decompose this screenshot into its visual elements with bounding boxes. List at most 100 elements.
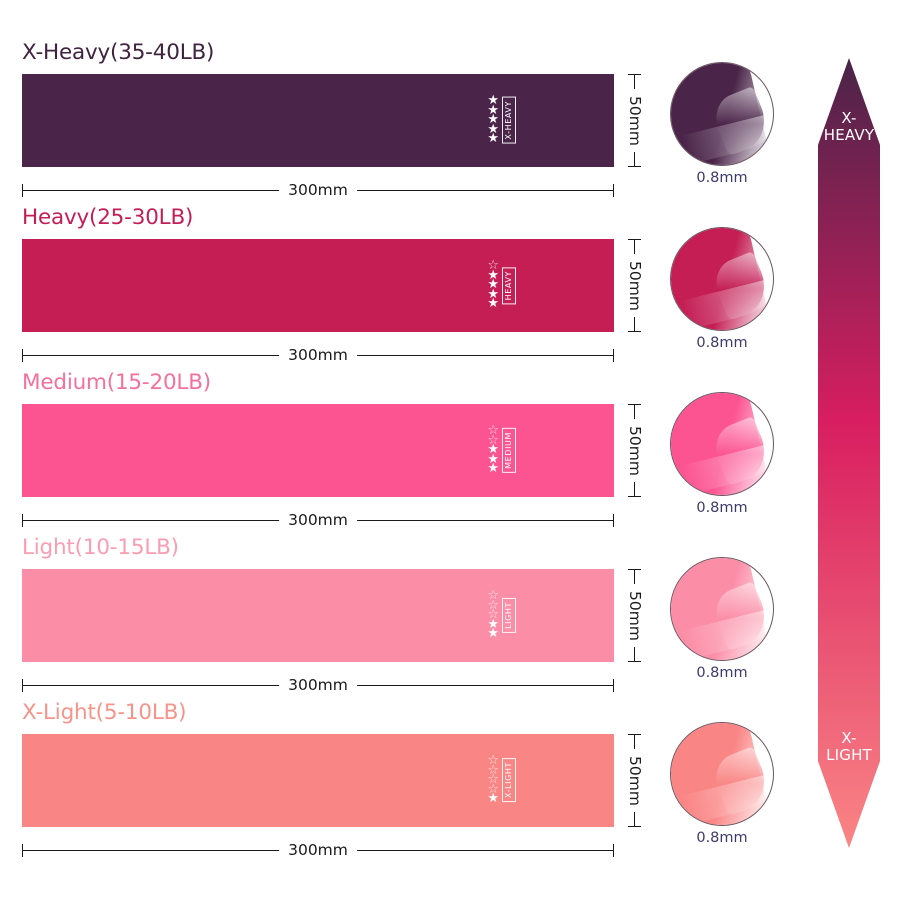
star-filled-icon: ★ [487,616,499,632]
band-title: Heavy(25-30LB) [22,205,194,230]
star-filled-icon: ★ [487,277,499,293]
thickness-label: 0.8mm [696,335,748,351]
star-empty-icon: ☆ [487,772,499,788]
band-title: X-Heavy(35-40LB) [22,40,215,65]
star-filled-icon: ★ [487,286,499,302]
band-tag: X-LIGHT [502,758,516,803]
thickness-inset: 0.8mm [670,62,774,196]
width-dimension-label: 300mm [279,839,357,861]
star-filled-icon: ★ [487,442,499,458]
dimension-cap-left [22,349,23,362]
arrow-top-label-line2: HEAVY [823,126,875,144]
star-filled-icon: ★ [487,121,499,137]
star-filled-icon: ★ [487,461,499,477]
star-empty-icon: ☆ [487,432,499,448]
height-dimension: 50mm [622,734,656,827]
width-dimension-label: 300mm [279,509,357,531]
width-dimension: 300mm [22,509,614,531]
band-row: Heavy(25-30LB) ☆ ★ ★ ★ ★ HEAVY 300mm 50mm [0,207,660,372]
dimension-cap-top [628,734,641,735]
width-dimension: 300mm [22,344,614,366]
thickness-inset-photo [670,62,774,166]
band-swatch: ☆ ☆ ☆ ★ ★ LIGHT [22,569,614,662]
width-dimension-label: 300mm [279,344,357,366]
dimension-cap-right [613,184,614,197]
band-marking: ☆ ☆ ★ ★ ★ MEDIUM [487,404,516,497]
star-rating: ★ ★ ★ ★ ★ [487,92,499,147]
band-row: X-Heavy(35-40LB) ★ ★ ★ ★ ★ X-HEAVY 300mm 50mm [0,42,660,207]
star-filled-icon: ★ [487,112,499,128]
star-empty-icon: ☆ [487,607,499,623]
dimension-cap-bottom [628,661,641,662]
arrow-top-label: X- HEAVY [818,110,880,144]
thickness-inset: 0.8mm [670,227,774,361]
height-dimension-label: 50mm [626,418,644,483]
height-dimension-label: 50mm [626,583,644,648]
width-dimension: 300mm [22,674,614,696]
thickness-inset-photo [670,227,774,331]
star-filled-icon: ★ [487,102,499,118]
dimension-cap-left [22,844,23,857]
star-filled-icon: ★ [487,92,499,108]
dimension-cap-top [628,404,641,405]
arrow-bottom-label-line1: X- [841,729,857,747]
band-swatch: ☆ ☆ ☆ ☆ ★ X-LIGHT [22,734,614,827]
thickness-label: 0.8mm [696,830,748,846]
star-filled-icon: ★ [487,451,499,467]
star-filled-icon: ★ [487,791,499,807]
band-marking: ☆ ☆ ☆ ★ ★ LIGHT [487,569,516,662]
band-title: Light(10-15LB) [22,535,179,560]
band-marking: ★ ★ ★ ★ ★ X-HEAVY [487,74,516,167]
dimension-cap-top [628,239,641,240]
star-filled-icon: ★ [487,626,499,642]
height-dimension: 50mm [622,569,656,662]
star-empty-icon: ☆ [487,762,499,778]
dimension-cap-right [613,844,614,857]
dimension-cap-bottom [628,331,641,332]
star-empty-icon: ☆ [487,257,499,273]
dimension-cap-right [613,349,614,362]
width-dimension-label: 300mm [279,674,357,696]
height-dimension: 50mm [622,404,656,497]
star-empty-icon: ☆ [487,587,499,603]
thickness-inset-photo [670,557,774,661]
thickness-inset-photo [670,392,774,496]
star-empty-icon: ☆ [487,752,499,768]
thickness-label: 0.8mm [696,500,748,516]
band-marking: ☆ ☆ ☆ ☆ ★ X-LIGHT [487,734,516,827]
height-dimension-label: 50mm [626,253,644,318]
dimension-cap-left [22,514,23,527]
thickness-label: 0.8mm [696,665,748,681]
arrow-bottom-label: X- LIGHT [818,730,880,764]
width-dimension-label: 300mm [279,179,357,201]
band-title: Medium(15-20LB) [22,370,211,395]
band-marking: ☆ ★ ★ ★ ★ HEAVY [487,239,516,332]
width-dimension: 300mm [22,179,614,201]
dimension-cap-bottom [628,166,641,167]
width-dimension: 300mm [22,839,614,861]
dimension-cap-top [628,569,641,570]
band-tag: X-HEAVY [502,97,516,144]
band-row: X-Light(5-10LB) ☆ ☆ ☆ ☆ ★ X-LIGHT 300mm 50mm [0,702,660,867]
thickness-inset: 0.8mm [670,557,774,691]
star-filled-icon: ★ [487,267,499,283]
dimension-cap-left [22,679,23,692]
star-filled-icon: ★ [487,131,499,147]
star-filled-icon: ★ [487,296,499,312]
band-tag: HEAVY [502,266,516,305]
arrow-top-label-line1: X- [841,109,857,127]
height-dimension: 50mm [622,74,656,167]
dimension-cap-bottom [628,826,641,827]
band-row: Light(10-15LB) ☆ ☆ ☆ ★ ★ LIGHT 300mm 50mm [0,537,660,702]
band-swatch: ☆ ☆ ★ ★ ★ MEDIUM [22,404,614,497]
thickness-label: 0.8mm [696,170,748,186]
band-swatch: ★ ★ ★ ★ ★ X-HEAVY [22,74,614,167]
band-tag: MEDIUM [502,428,516,473]
star-rating: ☆ ☆ ☆ ☆ ★ [487,752,499,807]
star-empty-icon: ☆ [487,597,499,613]
dimension-cap-bottom [628,496,641,497]
height-dimension-label: 50mm [626,748,644,813]
thickness-inset: 0.8mm [670,392,774,526]
band-title: X-Light(5-10LB) [22,700,187,725]
